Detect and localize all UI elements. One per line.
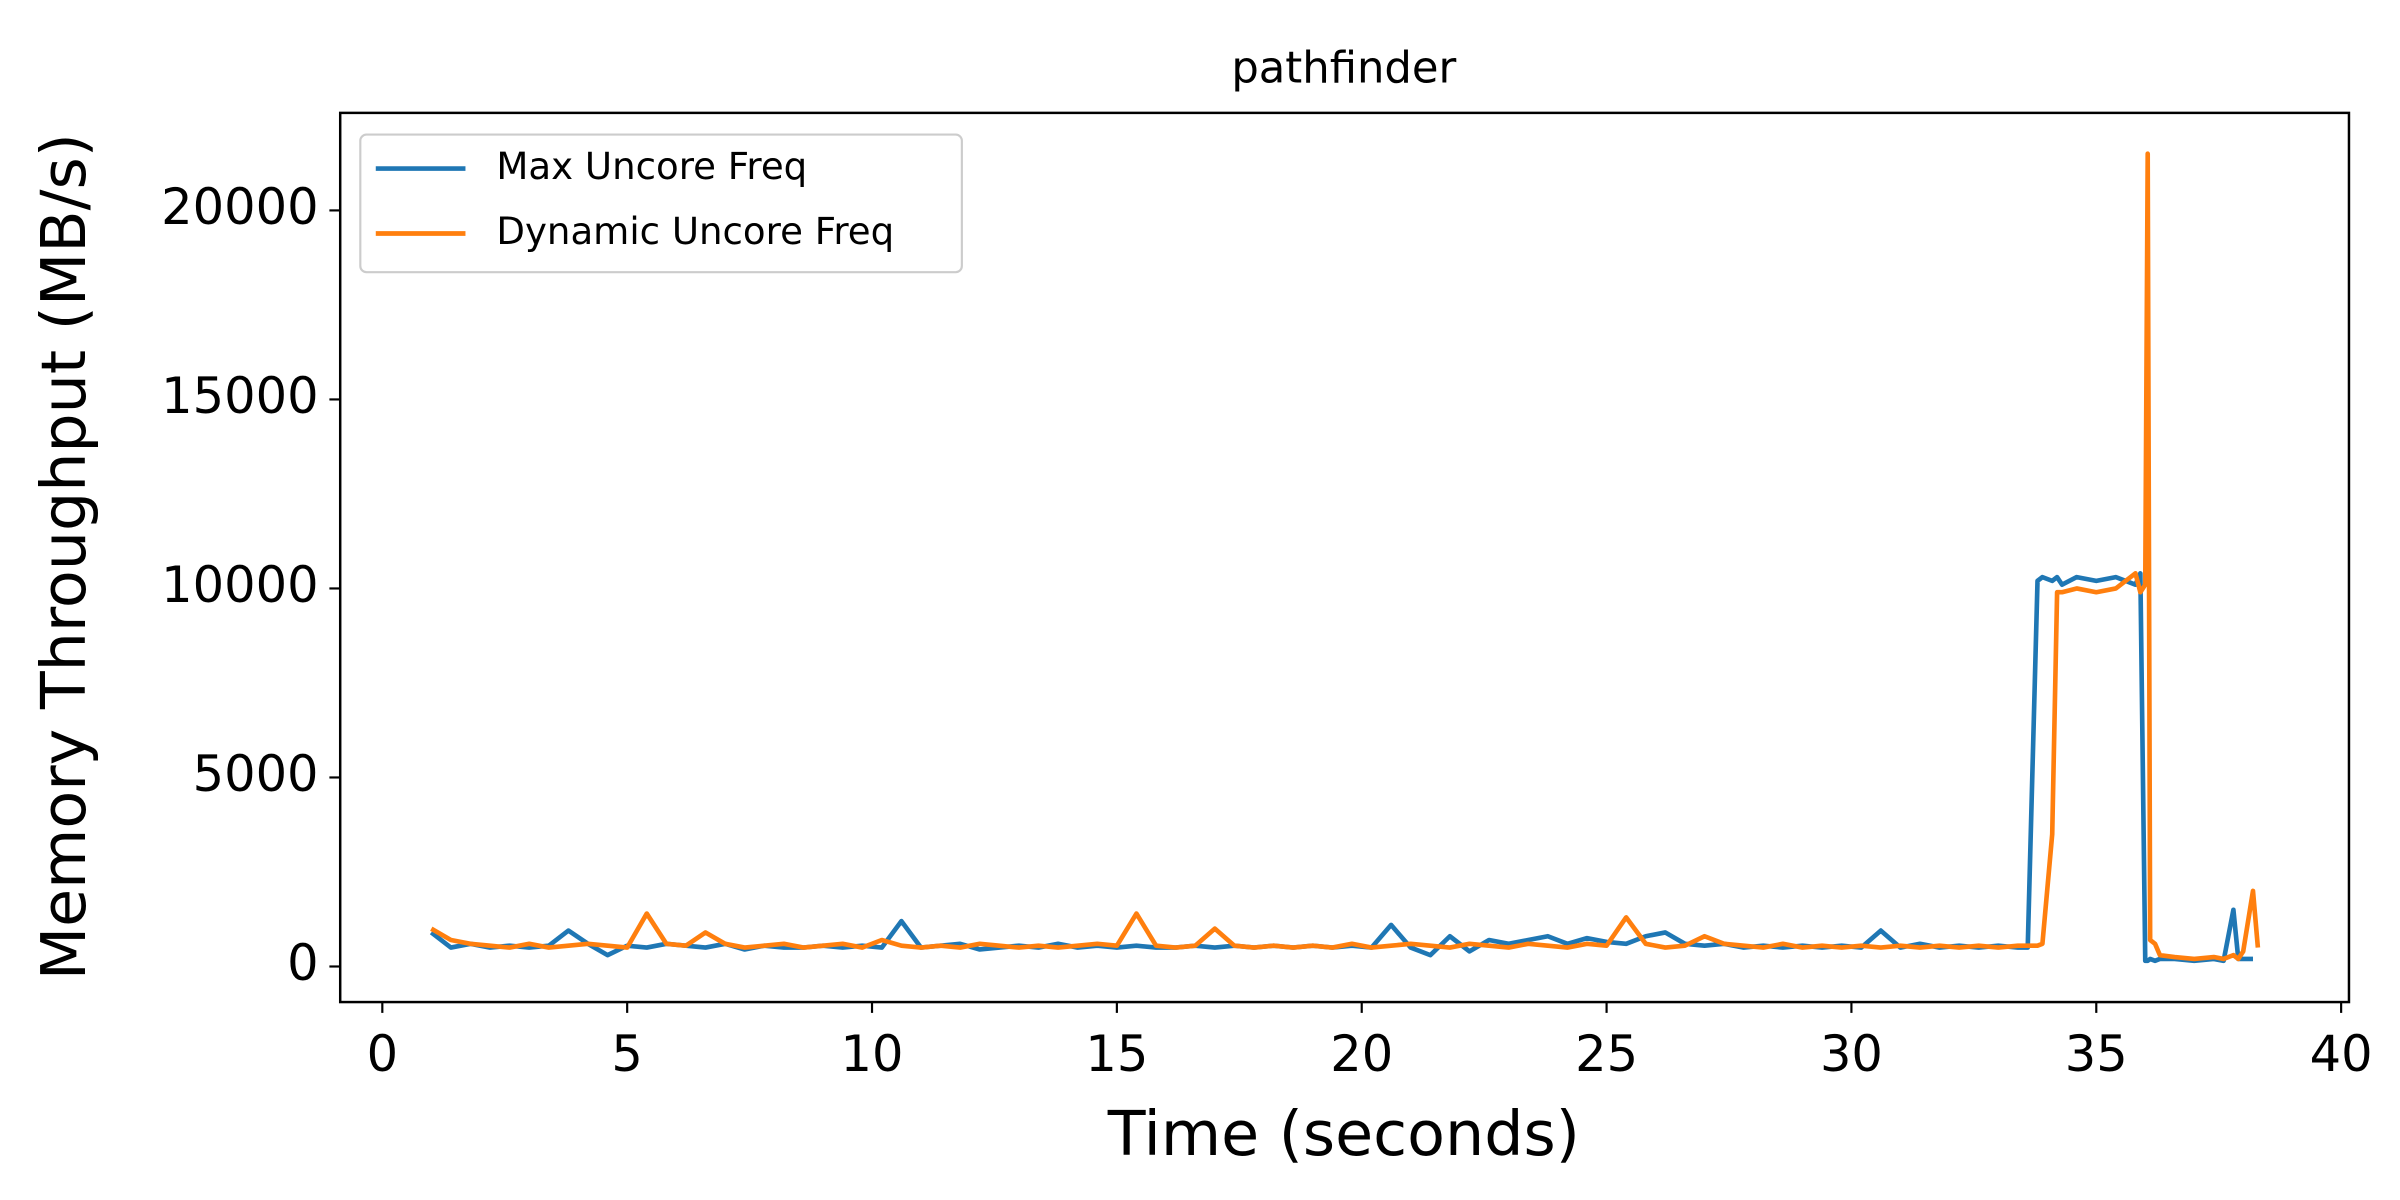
y-axis-label: Memory Throughput (MB/s) — [28, 133, 100, 980]
y-tick-label: 0 — [287, 934, 318, 992]
legend-frame — [359, 133, 963, 274]
x-tick-label: 5 — [611, 1025, 642, 1083]
x-tick-label: 30 — [1820, 1025, 1883, 1083]
x-tick-label: 40 — [2310, 1025, 2373, 1083]
x-tick-label: 15 — [1085, 1025, 1148, 1083]
legend-label: Dynamic Uncore Freq — [496, 210, 894, 253]
axes-frame — [338, 111, 2351, 1004]
legend: Max Uncore Freq Dynamic Uncore Freq — [359, 133, 963, 274]
x-axis-label: Time (seconds) — [1107, 1098, 1580, 1170]
plot-area — [429, 151, 2261, 964]
legend-label: Max Uncore Freq — [496, 145, 807, 188]
chart-title: pathfinder — [1231, 44, 1456, 94]
x-tick-label: 10 — [841, 1025, 904, 1083]
x-tick-label: 20 — [1330, 1025, 1393, 1083]
y-tick-label: 20000 — [161, 178, 318, 236]
y-tick-label: 10000 — [161, 556, 318, 614]
x-tick-label: 25 — [1575, 1025, 1638, 1083]
y-tick-label: 5000 — [193, 745, 319, 803]
x-tick-label: 0 — [367, 1025, 398, 1083]
x-tick-label: 35 — [2065, 1025, 2128, 1083]
data-line — [430, 151, 2261, 962]
y-tick-label: 15000 — [161, 367, 318, 425]
